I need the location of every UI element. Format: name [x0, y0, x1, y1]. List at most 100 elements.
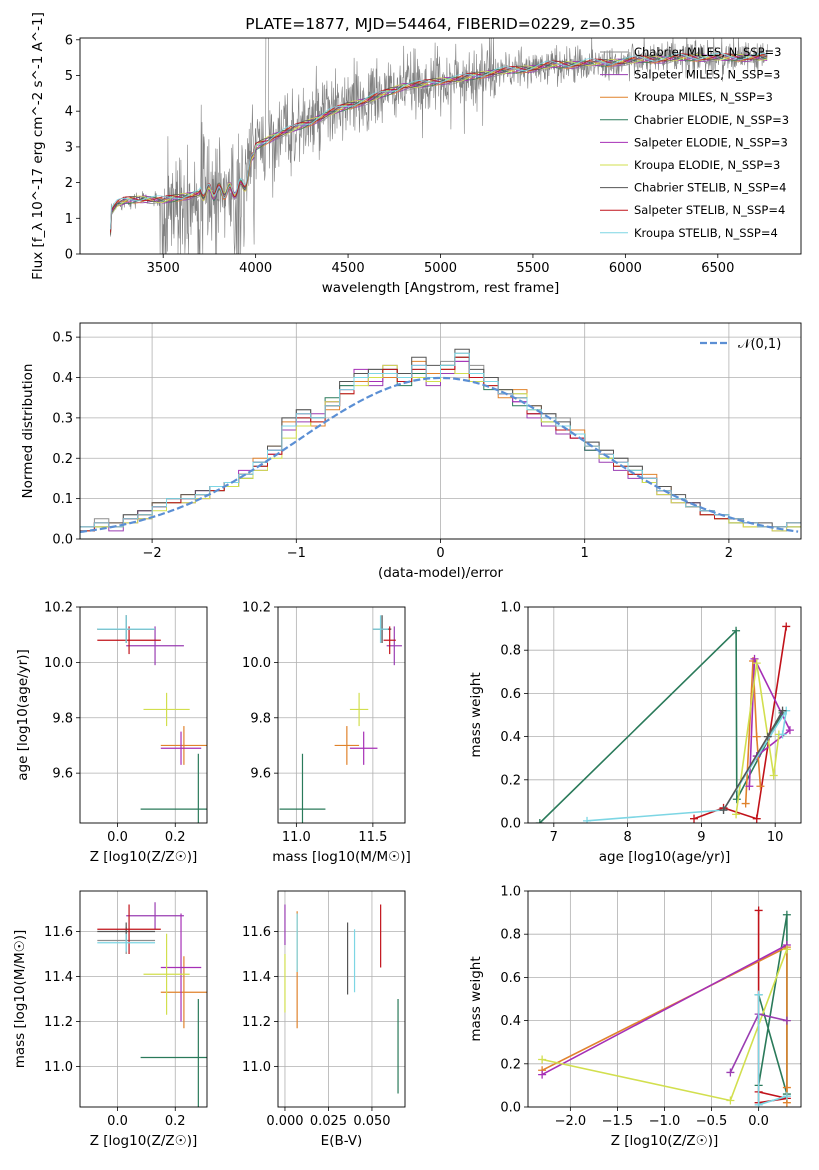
y-tick-label: 10.2 [44, 601, 73, 616]
x-tick-label: −1.5 [602, 1114, 634, 1129]
error-point [334, 726, 360, 765]
y-tick-label: 11.2 [242, 1015, 271, 1030]
x-tick-label: 0 [436, 546, 444, 561]
weight-point-marker [782, 1092, 791, 1101]
y-tick-label: 0 [65, 248, 73, 263]
x-tick-label: 1 [581, 546, 589, 561]
x-tick-label: −1 [287, 546, 306, 561]
grid [80, 891, 207, 1107]
x-axis-label: wavelength [Angstrom, rest frame] [322, 280, 560, 296]
axes-frame [277, 606, 406, 824]
error-point [140, 753, 207, 823]
weight-point-marker [763, 732, 772, 741]
weight-series-line [541, 944, 788, 1076]
legend-entry: Salpeter STELIB, N_SSP=4 [634, 203, 785, 217]
mass-vs-extinction-panel: 0.000 0.025 0.050 11.0 11.2 11.4 11.6 E(B-V) [242, 890, 406, 1149]
error-point [140, 999, 207, 1107]
y-tick-label: 0.0 [500, 1101, 521, 1116]
weight-vs-age-panel: 7 8 9 10 0.0 0.2 0.4 0.6 0.8 1.0 age [log10(age/yr… [468, 601, 802, 865]
y-tick-label: 1 [65, 212, 73, 227]
legend-entry: Salpeter ELODIE, N_SSP=3 [634, 135, 788, 149]
residual-histogram-panel: −2 −1 0 1 2 0.0 0.1 0.2 0.3 0.4 0.5 (data-model)/er… [20, 322, 802, 581]
y-tick-label: 0.1 [52, 492, 73, 507]
weight-point-marker [750, 654, 759, 663]
x-tick-label: −2 [143, 546, 162, 561]
y-tick-label: 1.0 [500, 885, 521, 900]
legend-entry: Kroupa STELIB, N_SSP=4 [634, 226, 778, 240]
error-point [160, 726, 207, 765]
error-point [97, 933, 156, 952]
x-axis-label: mass [log10(M/M☉)] [272, 849, 411, 865]
mass-vs-metallicity-panel: 0.0 0.2 11.0 11.2 11.4 11.6 Z [log10(Z/Z☉)] mas… [12, 890, 208, 1149]
weight-point-marker [538, 1055, 547, 1064]
x-axis-label: Z [log10(Z/Z☉)] [611, 1133, 719, 1149]
data-layer [538, 906, 791, 1107]
y-tick-label: 0.5 [52, 331, 73, 346]
weight-point-marker [726, 1096, 735, 1105]
y-tick-label: 10.0 [44, 656, 73, 671]
weight-point-marker [732, 810, 741, 819]
x-tick-label: 5000 [424, 261, 457, 276]
error-point [160, 731, 202, 765]
y-tick-label: 0.3 [52, 411, 73, 426]
error-point [97, 904, 161, 954]
weight-point-marker [538, 1070, 547, 1079]
y-tick-label: 0.4 [500, 730, 521, 745]
x-tick-label: 8 [623, 830, 631, 845]
y-tick-label: 5 [65, 69, 73, 84]
y-tick-label: 2 [65, 176, 73, 191]
x-tick-label: 4000 [239, 261, 272, 276]
weight-point-marker [778, 730, 787, 739]
x-tick-label: 0.0 [107, 830, 128, 845]
x-tick-label: 10 [767, 830, 784, 845]
weight-point-marker [782, 910, 791, 919]
data-layer [80, 348, 801, 539]
x-tick-label: 0.050 [353, 1114, 390, 1129]
y-tick-label: 0.2 [500, 1057, 521, 1072]
weight-point-marker [782, 1016, 791, 1025]
y-tick-label: 11.4 [242, 970, 271, 985]
y-axis-label: age [log10(age/yr)] [15, 649, 31, 781]
axes-frame [527, 606, 802, 824]
x-tick-label: 9 [697, 830, 705, 845]
data-layer [97, 615, 207, 823]
error-point [372, 615, 389, 643]
chart-title: PLATE=1877, MJD=54464, FIBERID=0229, z=0… [245, 15, 635, 33]
weight-point-marker [782, 1083, 791, 1092]
weight-point-marker [741, 799, 750, 808]
x-tick-label: 11.0 [282, 830, 311, 845]
data-layer [284, 904, 399, 1094]
x-axis-label: age [log10(age/yr)] [599, 849, 731, 865]
y-tick-label: 0.8 [500, 644, 521, 659]
weight-point-marker [752, 732, 761, 741]
y-axis-label: Flux [f_λ 10^-17 erg cm^-2 s^-1 A^-1] [30, 12, 46, 280]
weight-point-marker [785, 726, 794, 735]
data-layer [535, 622, 794, 823]
legend: 𝒩(0,1) [700, 337, 781, 352]
age-vs-mass-panel: 11.0 11.5 9.6 9.8 10.0 10.2 mass [log10(M/M☉)] [242, 601, 411, 866]
axes-frame [527, 890, 802, 1108]
legend: Chabrier MILES, N_SSP=3 Salpeter MILES, N… [600, 45, 789, 240]
weight-point-marker [756, 782, 765, 791]
y-tick-label: 10.2 [242, 601, 271, 616]
weight-point-marker [732, 795, 741, 804]
error-point [126, 626, 184, 666]
error-point [349, 692, 369, 727]
x-tick-label: 11.5 [358, 830, 387, 845]
error-point [143, 692, 190, 727]
x-tick-label: 4500 [332, 261, 365, 276]
error-point [143, 933, 190, 1015]
y-axis-label: mass weight [468, 956, 484, 1041]
x-tick-label: −0.5 [696, 1114, 728, 1129]
x-tick-label: −1.0 [649, 1114, 681, 1129]
grid [278, 891, 405, 1107]
weight-point-marker [754, 906, 763, 915]
x-tick-label: 5500 [516, 261, 549, 276]
grid [278, 606, 405, 823]
y-tick-label: 0.2 [52, 452, 73, 467]
axes-frame [277, 890, 406, 1108]
plot-area [528, 607, 801, 823]
y-tick-label: 6 [65, 33, 73, 48]
error-point [126, 902, 184, 930]
